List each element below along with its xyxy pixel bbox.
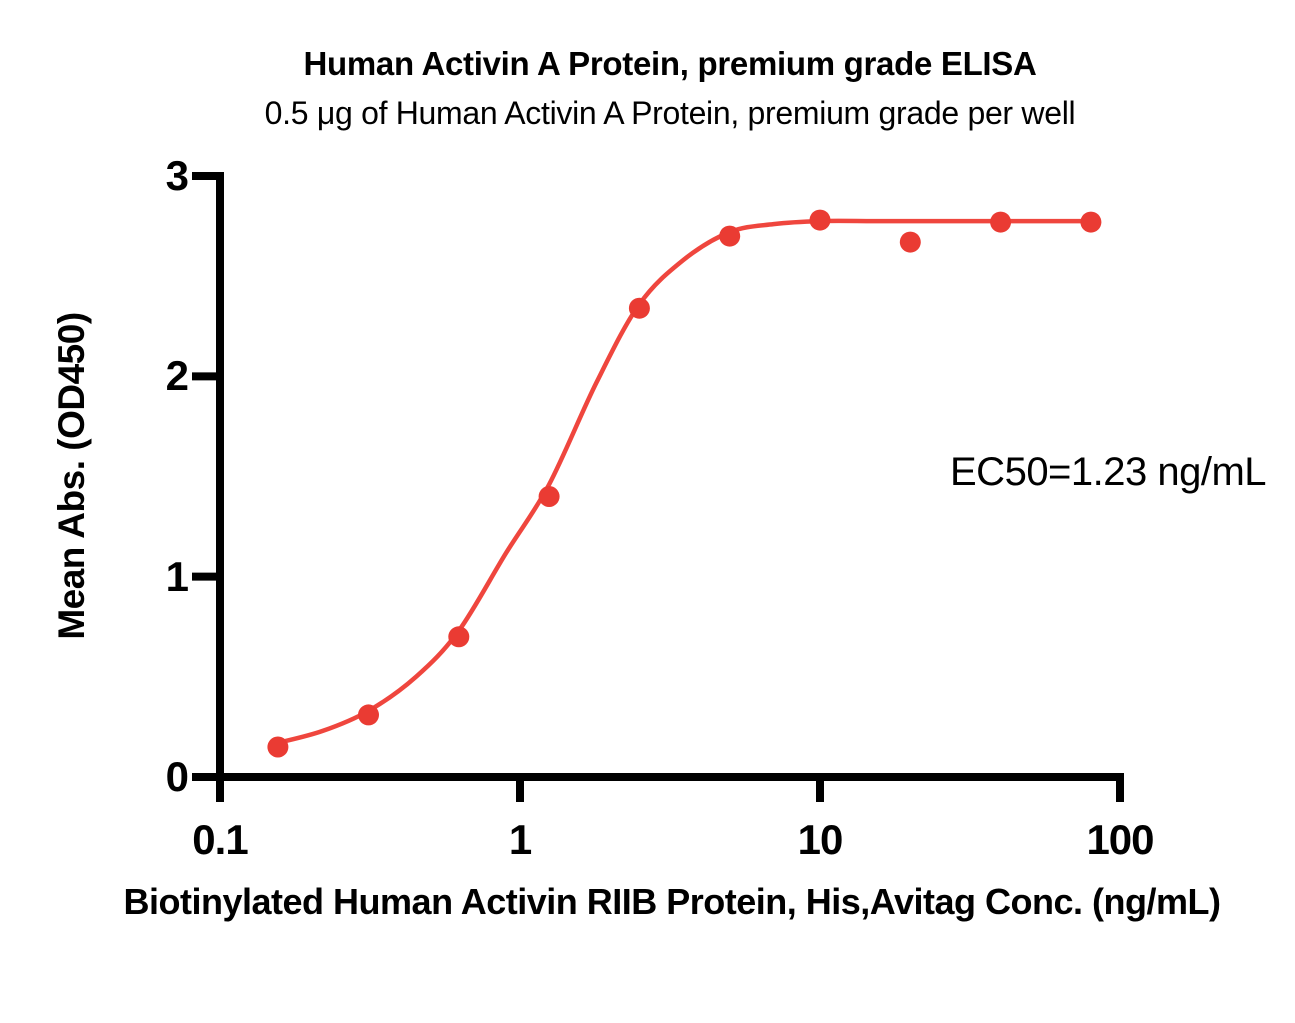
y-tick-label: 3: [165, 152, 189, 199]
x-axis-label: Biotinylated Human Activin RIIB Protein,…: [123, 881, 1221, 922]
y-tick-label: 2: [165, 352, 189, 400]
data-point: [990, 211, 1012, 233]
x-tick-label: 1: [508, 816, 532, 863]
data-point: [538, 486, 560, 507]
data-point: [448, 626, 470, 648]
data-point: [899, 231, 921, 253]
x-tick-label: 10: [797, 816, 844, 863]
data-point: [358, 704, 379, 726]
ec50-annotation: EC50=1.23 ng/mL: [950, 450, 1267, 494]
y-tick-label: 1: [165, 552, 189, 600]
data-point: [1080, 211, 1102, 233]
fit-curve: [275, 218, 1094, 746]
data-point: [719, 225, 741, 247]
x-tick-label: 100: [1086, 816, 1154, 863]
data-point: [628, 297, 650, 319]
data-point: [267, 736, 289, 758]
y-tick-label: 0: [165, 753, 189, 800]
data-point: [809, 209, 831, 231]
chart-subtitle: 0.5 μg of Human Activin A Protein, premi…: [264, 95, 1076, 131]
x-tick-label: 0.1: [192, 816, 248, 863]
chart-title: Human Activin A Protein, premium grade E…: [303, 45, 1037, 82]
